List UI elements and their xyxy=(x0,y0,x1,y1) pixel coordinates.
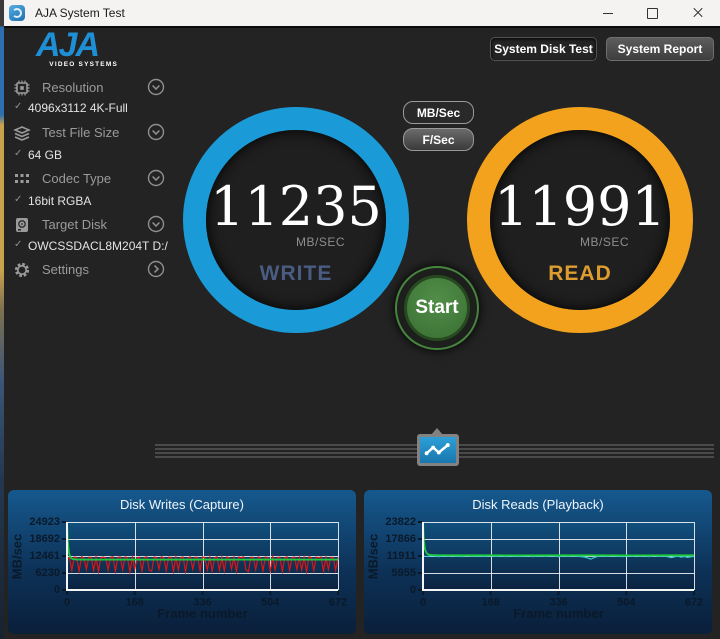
sidebar-item-label: Target Disk xyxy=(42,217,108,232)
system-disk-test-button[interactable]: System Disk Test xyxy=(490,37,597,61)
check-icon: ✓ xyxy=(14,101,23,112)
sidebar-value-test-file-size: ✓ 64 GB xyxy=(14,148,63,162)
codec-grid-icon xyxy=(15,174,29,183)
disk-writes-xlabel: Frame number xyxy=(157,606,248,621)
read-speed-gauge: 11991 MB/SEC READ xyxy=(467,107,693,333)
sidebar-item-target-disk[interactable]: Target Disk xyxy=(0,215,180,235)
layers-icon xyxy=(13,126,31,141)
check-icon: ✓ xyxy=(14,194,23,205)
disk-writes-plot xyxy=(8,490,356,634)
system-report-button[interactable]: System Report xyxy=(606,37,714,61)
titlebar-separator xyxy=(0,26,720,28)
maximize-icon xyxy=(647,7,658,19)
sidebar-value-target-disk: ✓ OWCSSDACL8M204T D:/ xyxy=(14,239,168,253)
read-gauge-label: READ xyxy=(548,262,612,285)
chevron-right-icon[interactable] xyxy=(147,260,165,278)
disk-reads-panel: Disk Reads (Playback) MB/sec Frame numbe… xyxy=(364,490,712,634)
disk-icon xyxy=(16,218,28,232)
maximize-button[interactable] xyxy=(630,0,675,26)
line-chart-icon xyxy=(424,443,450,456)
chevron-down-icon[interactable] xyxy=(147,169,165,187)
write-speed-unit: MB/SEC xyxy=(295,235,345,249)
minimize-icon xyxy=(602,12,613,14)
sidebar-value-resolution: ✓ 4096x3112 4K-Full xyxy=(14,101,128,115)
disk-reads-plot xyxy=(364,490,712,634)
mb-per-sec-button[interactable]: MB/Sec xyxy=(403,101,474,124)
sidebar-item-label: Resolution xyxy=(42,80,104,95)
disk-reads-xlabel: Frame number xyxy=(513,606,604,621)
read-gauge-face: 11991 MB/SEC READ xyxy=(490,130,670,310)
sidebar-item-label: Settings xyxy=(42,262,89,277)
close-button[interactable] xyxy=(675,0,720,26)
start-button-label: Start xyxy=(404,275,470,341)
write-gauge-label: WRITE xyxy=(259,262,333,285)
app-icon xyxy=(9,5,25,21)
disk-writes-panel: Disk Writes (Capture) MB/sec Frame numbe… xyxy=(8,490,356,634)
aja-logo-text: AJA xyxy=(35,26,100,64)
sidebar-item-label: Codec Type xyxy=(42,171,112,186)
write-gauge-face: 11235 MB/SEC WRITE xyxy=(206,130,386,310)
sidebar-item-test-file-size[interactable]: Test File Size xyxy=(0,123,180,143)
sidebar-item-settings[interactable]: Settings xyxy=(0,260,180,280)
titlebar[interactable]: AJA System Test xyxy=(0,0,720,26)
read-speed-unit: MB/SEC xyxy=(579,235,629,249)
chip-icon xyxy=(14,80,30,96)
check-icon: ✓ xyxy=(14,148,23,159)
sidebar-item-codec-type[interactable]: Codec Type xyxy=(0,169,180,189)
aja-logo: AJA VIDEO SYSTEMS xyxy=(16,26,118,68)
chevron-down-icon[interactable] xyxy=(147,215,165,233)
frames-per-sec-button[interactable]: F/Sec xyxy=(403,128,474,151)
chevron-down-icon[interactable] xyxy=(147,78,165,96)
disk-reads-title: Disk Reads (Playback) xyxy=(472,497,604,512)
disk-reads-ylabel: MB/sec xyxy=(365,533,381,580)
write-speed-value: 11235 xyxy=(210,175,382,238)
close-icon xyxy=(692,7,704,19)
chart-panel-toggle-button[interactable] xyxy=(417,434,459,466)
gear-icon xyxy=(14,262,30,278)
window-title: AJA System Test xyxy=(35,6,125,20)
disk-writes-ylabel: MB/sec xyxy=(9,533,25,580)
start-button[interactable]: Start xyxy=(395,266,479,350)
aja-logo-subtext: VIDEO SYSTEMS xyxy=(49,61,118,68)
read-speed-value: 11991 xyxy=(494,175,666,238)
disk-writes-title: Disk Writes (Capture) xyxy=(119,497,244,512)
sidebar-value-codec-type: ✓ 16bit RGBA xyxy=(14,194,92,208)
check-icon: ✓ xyxy=(14,239,23,250)
write-speed-gauge: 11235 MB/SEC WRITE xyxy=(183,107,409,333)
minimize-button[interactable] xyxy=(585,0,630,26)
toggle-notch xyxy=(431,428,443,435)
chevron-down-icon[interactable] xyxy=(147,123,165,141)
desktop-edge-strip xyxy=(0,0,4,639)
sidebar-item-resolution[interactable]: Resolution xyxy=(0,78,180,98)
sidebar-item-label: Test File Size xyxy=(42,125,120,140)
